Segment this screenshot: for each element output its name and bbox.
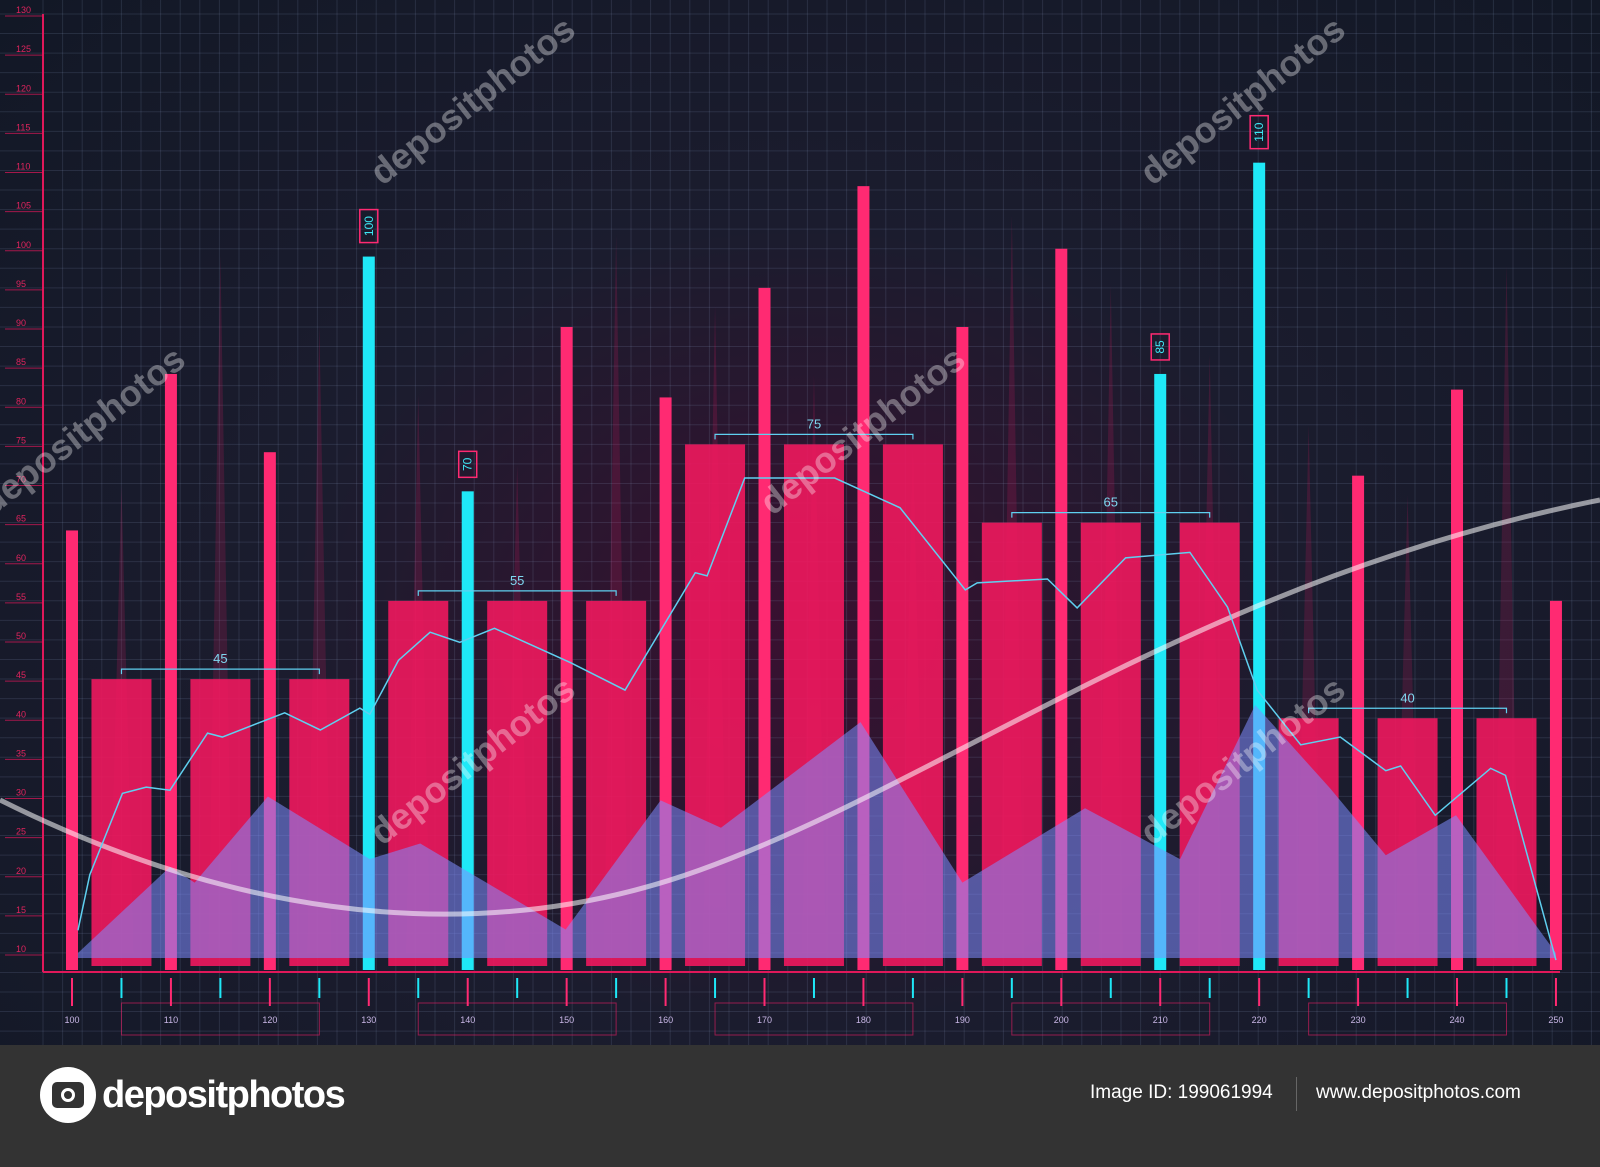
group-axis-box bbox=[1308, 1002, 1507, 1036]
y-tick-label: 115 bbox=[16, 122, 30, 132]
thin-bar bbox=[164, 373, 177, 970]
y-tick-label: 55 bbox=[16, 592, 26, 602]
y-tick-label: 120 bbox=[16, 83, 31, 93]
y-tick-label: 15 bbox=[16, 905, 26, 915]
watermark-text: depositphotos bbox=[0, 338, 193, 523]
y-tick-label: 80 bbox=[16, 396, 26, 406]
y-tick-label: 10 bbox=[16, 944, 26, 954]
y-tick-label: 130 bbox=[16, 5, 31, 15]
thin-bar bbox=[956, 327, 969, 970]
x-tick-label: 190 bbox=[955, 1015, 970, 1025]
value-label-box bbox=[359, 208, 379, 244]
group-bracket bbox=[714, 433, 914, 440]
y-tick-label: 35 bbox=[16, 748, 26, 758]
x-tick-label: 100 bbox=[64, 1015, 79, 1025]
watermark-text: depositphotos bbox=[362, 8, 583, 193]
value-label-box bbox=[457, 450, 478, 479]
highlight-bar bbox=[1154, 373, 1167, 970]
y-tick-label: 95 bbox=[16, 279, 26, 289]
group-label: 75 bbox=[807, 416, 821, 431]
y-tick-label: 65 bbox=[16, 514, 26, 524]
x-tick-label: 210 bbox=[1153, 1015, 1168, 1025]
x-tick-label: 250 bbox=[1548, 1015, 1563, 1025]
y-tick-label: 75 bbox=[16, 435, 26, 445]
value-label: 85 bbox=[1153, 340, 1167, 354]
x-tick-label: 160 bbox=[658, 1015, 673, 1025]
footer-bar: depositphotos Image ID: 199061994 www.de… bbox=[0, 1045, 1600, 1167]
group-label: 40 bbox=[1400, 690, 1414, 705]
x-tick-label: 140 bbox=[460, 1015, 475, 1025]
value-label: 100 bbox=[362, 216, 376, 236]
y-tick-label: 70 bbox=[16, 475, 26, 485]
thin-bar bbox=[1055, 248, 1068, 970]
area-series bbox=[77, 704, 1556, 958]
group-bracket bbox=[1011, 512, 1211, 518]
group-bracket bbox=[120, 668, 320, 675]
y-tick-label: 45 bbox=[16, 670, 26, 680]
group-bracket bbox=[417, 590, 617, 596]
value-label: 110 bbox=[1252, 122, 1266, 141]
group-axis-box bbox=[417, 1002, 617, 1036]
image-id: Image ID: 199061994 bbox=[1090, 1082, 1273, 1103]
brand-logo[interactable]: depositphotos bbox=[40, 1067, 346, 1123]
y-tick-label: 30 bbox=[16, 788, 26, 798]
y-tick-label: 105 bbox=[16, 201, 31, 211]
divider bbox=[1296, 1077, 1297, 1111]
site-url-link[interactable]: www.depositphotos.com bbox=[1316, 1082, 1521, 1103]
y-tick-label: 20 bbox=[16, 866, 26, 876]
x-tick-label: 170 bbox=[757, 1015, 772, 1025]
x-tick-label: 240 bbox=[1450, 1015, 1465, 1025]
group-axis-box bbox=[714, 1002, 914, 1036]
y-tick-label: 100 bbox=[16, 240, 31, 250]
value-label-box bbox=[1150, 333, 1170, 361]
y-tick-label: 50 bbox=[16, 631, 26, 641]
x-tick-label: 200 bbox=[1054, 1015, 1069, 1025]
y-tick-label: 85 bbox=[16, 357, 26, 367]
group-label: 65 bbox=[1104, 495, 1118, 510]
x-tick-label: 110 bbox=[164, 1015, 178, 1025]
x-tick-label: 220 bbox=[1252, 1015, 1267, 1025]
y-tick-label: 25 bbox=[16, 827, 26, 837]
group-bracket bbox=[1308, 707, 1508, 714]
chart-area: 130 125 120 115 110 105 100 95 90 85 80 75 70 65 60 55 5… bbox=[0, 0, 1600, 1045]
group-label: 55 bbox=[510, 573, 524, 588]
thin-bar bbox=[1549, 600, 1562, 970]
y-tick-label: 90 bbox=[16, 318, 26, 328]
group-axis-box bbox=[1011, 1002, 1211, 1036]
highlight-bar bbox=[362, 256, 375, 970]
thin-bar bbox=[560, 327, 573, 970]
line-series bbox=[77, 477, 1557, 961]
x-tick-label: 180 bbox=[856, 1015, 871, 1025]
watermark-text: depositphotos bbox=[1132, 8, 1353, 193]
group-label: 45 bbox=[213, 651, 227, 666]
x-tick-label: 150 bbox=[559, 1015, 574, 1025]
value-label-box bbox=[1249, 114, 1269, 150]
y-tick-label: 40 bbox=[16, 709, 26, 719]
x-tick-label: 120 bbox=[262, 1015, 277, 1025]
y-tick-label: 110 bbox=[16, 162, 30, 172]
x-tick-label: 130 bbox=[361, 1015, 376, 1025]
logo-text: depositphotos bbox=[102, 1073, 346, 1116]
group-axis-box bbox=[120, 1002, 320, 1036]
highlight-bar bbox=[461, 491, 474, 970]
light-swoosh bbox=[0, 497, 1600, 917]
x-tick-label: 230 bbox=[1351, 1015, 1366, 1025]
y-tick-label: 125 bbox=[16, 44, 31, 54]
bar-chart: 130 125 120 115 110 105 100 95 90 85 80 75 70 65 60 55 5… bbox=[0, 0, 1600, 1045]
value-label: 70 bbox=[461, 457, 475, 471]
y-tick-label: 60 bbox=[16, 553, 26, 563]
thin-bar bbox=[66, 530, 78, 970]
camera-icon bbox=[40, 1067, 96, 1123]
